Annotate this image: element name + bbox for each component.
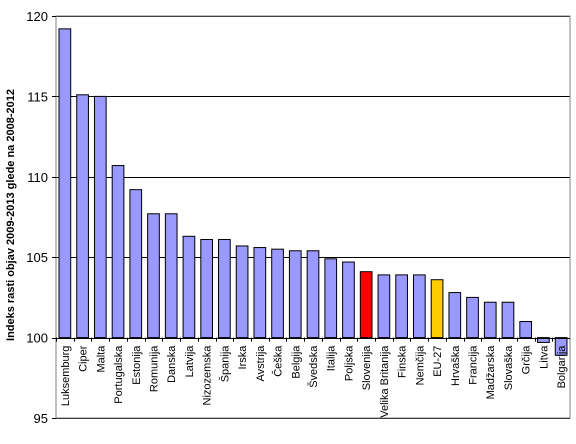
y-tick-label: 110 [27,170,48,185]
plot-area-border [55,15,571,419]
axes [52,15,571,419]
y-tick-label: 105 [26,250,48,265]
bar [306,250,320,339]
y-tick-label: 115 [27,89,48,104]
bar [342,261,355,339]
bar [288,250,302,339]
x-category-label: Avstrija [255,345,267,382]
x-category-label: Poljska [343,345,355,381]
x-category-label: Grčija [521,345,533,375]
bars [58,28,568,356]
bar [200,239,214,339]
bar [235,245,249,339]
bar [448,292,462,339]
x-category-label: Irska [237,345,249,370]
x-category-label: Finska [397,345,409,378]
bar [253,247,267,339]
x-category-label: Nemčija [414,345,426,386]
x-category-label: Litva [538,345,550,369]
x-category-label: Slovaška [503,345,515,391]
bar [76,94,89,339]
y-tick-labels: 95 100 105 110 115 120 [26,9,48,426]
bar [218,239,231,339]
bar [147,213,160,339]
x-category-label: Italija [326,345,338,372]
x-category-label: Velika Britanija [379,345,391,418]
bar [58,28,72,339]
x-category-label: Portugalska [113,345,125,404]
bar [395,274,408,339]
x-category-label: Latvija [184,345,196,378]
x-category-label: Nizozemska [202,345,214,406]
x-category-label: Češka [272,345,285,377]
bar [483,301,497,339]
x-category-label: Francija [468,345,480,385]
x-category-label: Malta [95,345,107,373]
bar [466,296,479,339]
x-category-label: Belgija [290,345,302,379]
bar [359,271,373,339]
x-category-label: Švedska [307,345,320,388]
x-category-label: Ciper [78,345,90,372]
bar [377,274,391,339]
x-category-label: Luksemburg [60,346,72,407]
bar [554,337,568,356]
x-category-label: Španija [218,345,231,383]
bar [324,258,338,339]
y-tick-label: 95 [34,411,48,426]
y-tick-label: 100 [26,331,48,346]
bar [164,213,178,339]
x-category-label: Bolgarija [556,345,568,389]
x-category-label: Hrvaška [450,345,462,386]
bar [412,274,426,339]
x-category-labels: Luksemburg Ciper Malta Portugalska Estonija R… [60,345,568,418]
bar [93,95,107,339]
x-category-label: EU-27 [432,346,444,377]
bar [129,189,143,339]
bar [182,235,196,339]
bar [501,301,515,339]
y-tick-label: 120 [26,9,48,24]
bar [430,279,444,339]
y-axis-label: Indeks rasti objav 2009-2013 glede na 20… [5,89,17,341]
x-category-label: Romunija [148,345,160,392]
bar [537,337,550,343]
bar [519,321,533,339]
bar [271,248,284,339]
bar [111,165,125,339]
x-category-label: Madžarska [485,345,497,400]
x-category-label: Slovenija [361,345,373,391]
x-category-label: Danska [166,345,178,383]
x-category-label: Estonija [131,345,143,385]
